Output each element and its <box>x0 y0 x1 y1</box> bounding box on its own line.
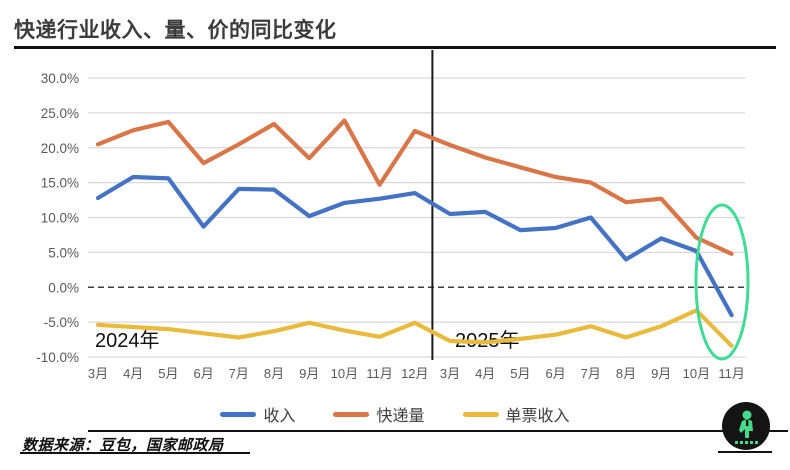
title-underline <box>14 46 776 49</box>
person-icon <box>739 410 753 438</box>
svg-text:7月: 7月 <box>229 366 249 381</box>
svg-text:6月: 6月 <box>545 366 565 381</box>
svg-text:8月: 8月 <box>616 366 636 381</box>
svg-text:0.0%: 0.0% <box>48 280 79 295</box>
svg-text:10.0%: 10.0% <box>41 211 79 226</box>
source-note: 数据来源：豆包，国家邮政局 <box>22 437 224 454</box>
svg-text:3月: 3月 <box>440 366 460 381</box>
volume-line-swatch <box>333 411 370 417</box>
legend-label-revenue: 收入 <box>263 408 296 425</box>
legend-item-revenue: 收入 <box>220 402 295 426</box>
legend-item-unit-price: 单票收入 <box>462 402 570 426</box>
svg-text:15.0%: 15.0% <box>41 176 79 191</box>
svg-text:25.0%: 25.0% <box>41 106 79 121</box>
logo-caption-dots <box>734 440 758 444</box>
svg-text:5月: 5月 <box>510 366 530 381</box>
svg-text:9月: 9月 <box>651 366 671 381</box>
svg-text:5月: 5月 <box>158 366 178 381</box>
svg-text:20.0%: 20.0% <box>41 141 79 156</box>
legend-label-volume: 快递量 <box>376 408 425 425</box>
revenue-line-swatch <box>220 411 257 417</box>
unit-price-line-swatch <box>462 411 499 417</box>
svg-text:-5.0%: -5.0% <box>44 315 79 330</box>
svg-text:6月: 6月 <box>193 366 213 381</box>
chart-legend: 收入 快递量 单票收入 <box>0 402 790 426</box>
footer-divider <box>88 430 788 432</box>
svg-text:8月: 8月 <box>264 366 284 381</box>
svg-text:9月: 9月 <box>299 366 319 381</box>
source-underline <box>20 452 250 454</box>
svg-text:10月: 10月 <box>331 366 358 381</box>
svg-text:4月: 4月 <box>123 366 143 381</box>
legend-label-unit-price: 单票收入 <box>505 408 570 425</box>
svg-text:10月: 10月 <box>683 366 710 381</box>
svg-text:4月: 4月 <box>475 366 495 381</box>
legend-item-volume: 快递量 <box>333 402 425 426</box>
line-chart: 30.0% 25.0% 20.0% 15.0% 10.0% 5.0% 0.0% -5.0% -1… <box>36 50 750 381</box>
chart-area: 30.0% 25.0% 20.0% 15.0% 10.0% 5.0% 0.0% -5.0% -1… <box>36 50 750 381</box>
svg-text:3月: 3月 <box>88 366 108 381</box>
page-title: 快递行业收入、量、价的同比变化 <box>14 19 337 42</box>
svg-text:-10.0%: -10.0% <box>36 350 79 365</box>
svg-text:7月: 7月 <box>581 366 601 381</box>
svg-text:11月: 11月 <box>718 366 745 381</box>
svg-text:30.0%: 30.0% <box>41 71 79 86</box>
svg-text:12月: 12月 <box>401 366 428 381</box>
svg-text:5.0%: 5.0% <box>48 245 79 260</box>
svg-text:11月: 11月 <box>366 366 393 381</box>
publisher-logo <box>722 402 770 450</box>
source-underline-right <box>718 451 772 453</box>
svg-text:2024年: 2024年 <box>95 329 160 352</box>
